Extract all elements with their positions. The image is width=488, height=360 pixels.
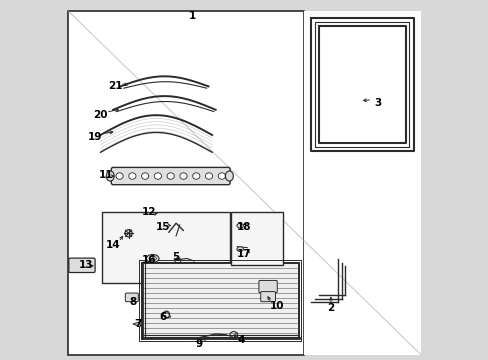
FancyBboxPatch shape <box>260 292 275 302</box>
Text: 11: 11 <box>99 170 113 180</box>
Text: 4: 4 <box>237 335 244 345</box>
FancyBboxPatch shape <box>68 11 303 355</box>
Text: 10: 10 <box>269 301 284 311</box>
Ellipse shape <box>237 223 243 228</box>
Ellipse shape <box>237 247 243 251</box>
Text: 13: 13 <box>79 260 93 270</box>
Text: 5: 5 <box>172 252 180 262</box>
Polygon shape <box>142 263 298 338</box>
FancyBboxPatch shape <box>125 293 138 302</box>
Ellipse shape <box>225 171 233 181</box>
Ellipse shape <box>205 173 212 179</box>
Text: 21: 21 <box>107 81 122 91</box>
Ellipse shape <box>192 173 200 179</box>
Text: 17: 17 <box>237 249 251 259</box>
Polygon shape <box>133 321 142 327</box>
Ellipse shape <box>180 173 187 179</box>
Text: 7: 7 <box>134 319 142 329</box>
FancyBboxPatch shape <box>258 280 277 293</box>
Ellipse shape <box>106 171 114 181</box>
Ellipse shape <box>128 173 136 179</box>
Ellipse shape <box>116 173 123 179</box>
Text: 8: 8 <box>129 297 136 307</box>
FancyBboxPatch shape <box>69 258 95 273</box>
Text: 19: 19 <box>88 132 102 142</box>
Text: 15: 15 <box>156 222 170 232</box>
Ellipse shape <box>167 173 174 179</box>
Ellipse shape <box>141 173 148 179</box>
FancyBboxPatch shape <box>102 212 230 283</box>
Text: 20: 20 <box>93 110 107 120</box>
Text: 14: 14 <box>105 240 120 250</box>
Text: 9: 9 <box>196 339 203 349</box>
Ellipse shape <box>146 255 159 262</box>
FancyBboxPatch shape <box>111 167 230 185</box>
Text: 2: 2 <box>326 303 334 313</box>
Text: 18: 18 <box>237 222 251 232</box>
Text: 12: 12 <box>142 207 156 217</box>
FancyBboxPatch shape <box>303 11 420 355</box>
Text: 3: 3 <box>373 98 381 108</box>
Ellipse shape <box>149 256 156 261</box>
FancyBboxPatch shape <box>231 212 283 265</box>
Text: 1: 1 <box>188 11 196 21</box>
Ellipse shape <box>154 173 161 179</box>
Text: 6: 6 <box>160 312 167 322</box>
Text: 16: 16 <box>142 255 156 265</box>
Ellipse shape <box>218 173 225 179</box>
